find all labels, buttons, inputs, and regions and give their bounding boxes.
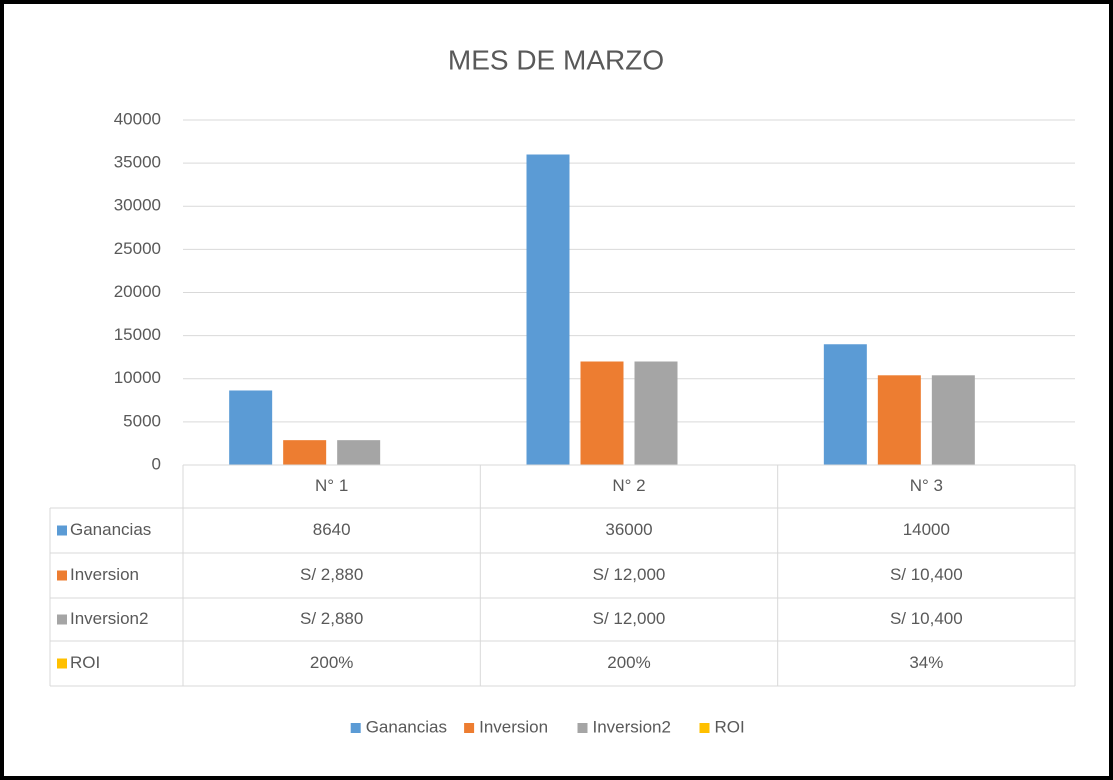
- table-cell: 34%: [909, 653, 943, 672]
- table-row-label: ROI: [70, 653, 100, 672]
- bar: [337, 440, 381, 465]
- bar: [634, 361, 678, 465]
- table-row-label: Ganancias: [70, 520, 151, 539]
- y-tick-label: 0: [152, 454, 161, 473]
- table-row-label: Inversion: [70, 565, 139, 584]
- table-cell: 200%: [310, 653, 353, 672]
- table-cell: S/ 10,400: [890, 565, 963, 584]
- y-tick-label: 40000: [114, 109, 161, 128]
- y-tick-label: 15000: [114, 325, 161, 344]
- table-cell: S/ 12,000: [593, 609, 666, 628]
- table-cell: S/ 10,400: [890, 609, 963, 628]
- table-cell: 200%: [607, 653, 650, 672]
- legend-label: Ganancias: [366, 717, 447, 736]
- y-tick-label: 20000: [114, 282, 161, 301]
- table-cell: 14000: [903, 520, 950, 539]
- y-tick-label: 30000: [114, 196, 161, 215]
- y-tick-label: 35000: [114, 153, 161, 172]
- bar: [229, 390, 273, 465]
- x-tick-label: N° 3: [910, 476, 943, 495]
- table-cell: 36000: [605, 520, 652, 539]
- bar: [526, 154, 570, 465]
- bar: [823, 344, 867, 465]
- legend-swatch: [350, 723, 361, 733]
- table-cell: S/ 2,880: [300, 609, 363, 628]
- y-tick-label: 5000: [123, 411, 161, 430]
- table-cell: S/ 12,000: [593, 565, 666, 584]
- bar: [283, 440, 327, 465]
- table-row-label: Inversion2: [70, 609, 148, 628]
- y-tick-label: 10000: [114, 368, 161, 387]
- table-cell: 8640: [313, 520, 351, 539]
- bar: [580, 361, 624, 465]
- legend-swatch: [464, 723, 475, 733]
- legend-swatch: [577, 723, 588, 733]
- chart-title: MES DE MARZO: [448, 44, 664, 75]
- legend-swatch: [699, 723, 710, 733]
- legend-label: Inversion2: [593, 717, 671, 736]
- bar: [877, 375, 921, 465]
- bar: [931, 375, 975, 465]
- table-swatch: [57, 658, 67, 669]
- legend-label: Inversion: [479, 717, 548, 736]
- table-swatch: [57, 525, 67, 536]
- y-tick-label: 25000: [114, 239, 161, 258]
- table-cell: S/ 2,880: [300, 565, 363, 584]
- legend-label: ROI: [715, 717, 745, 736]
- x-tick-label: N° 2: [612, 476, 645, 495]
- x-tick-label: N° 1: [315, 476, 348, 495]
- table-swatch: [57, 614, 67, 625]
- table-swatch: [57, 570, 67, 581]
